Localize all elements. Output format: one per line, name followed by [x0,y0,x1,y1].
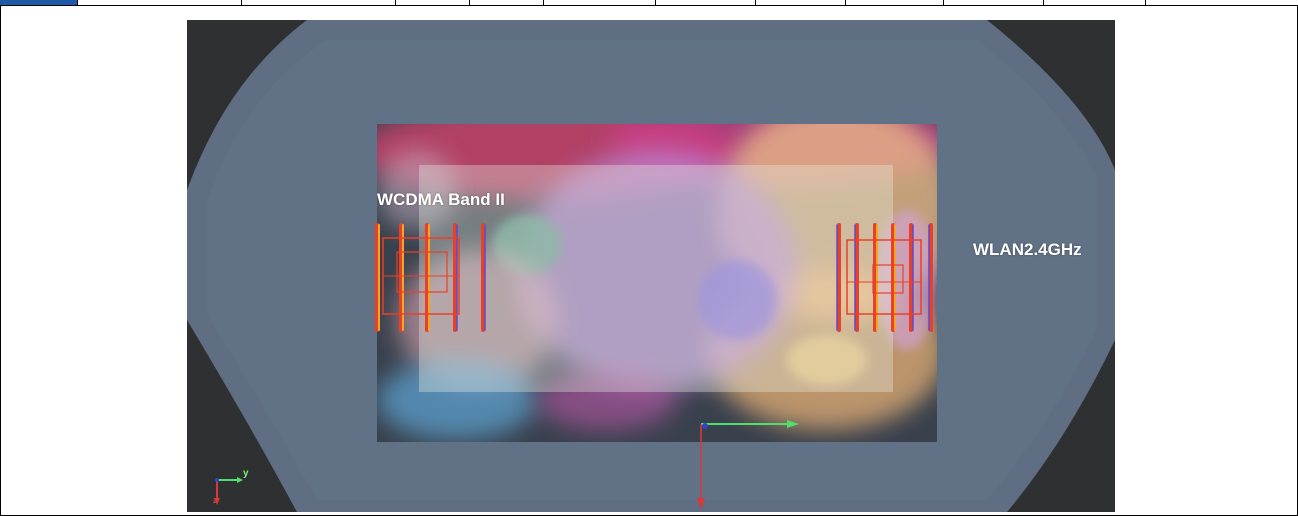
header-strip [0,0,1298,6]
field-heatmap [377,124,937,440]
header-cell [1044,0,1146,5]
wcdma-band-label: WCDMA Band II [377,190,505,209]
sar-field-render [187,20,1115,512]
header-cell [470,0,544,5]
header-cell [78,0,242,5]
figure-frame: WCDMA Band II WLAN2.4GHz y z [0,6,1298,516]
triad-y-label: y [243,468,249,479]
display-panel [419,165,893,392]
axis-triad [214,477,243,505]
wlan-label: WLAN2.4GHz [973,240,1082,259]
header-cell-accent [0,0,78,5]
simulation-viewport[interactable]: WCDMA Band II WLAN2.4GHz y z [187,20,1115,512]
header-cell [846,0,944,5]
left-antenna [375,223,486,332]
header-cell [944,0,1044,5]
header-cell [396,0,470,5]
right-antenna [836,223,933,332]
header-cell [1146,0,1298,5]
header-cell [756,0,846,5]
triad-z-label: z [213,496,217,505]
header-cell [544,0,656,5]
header-cell [656,0,756,5]
header-cell [242,0,396,5]
world-axis [697,420,799,510]
